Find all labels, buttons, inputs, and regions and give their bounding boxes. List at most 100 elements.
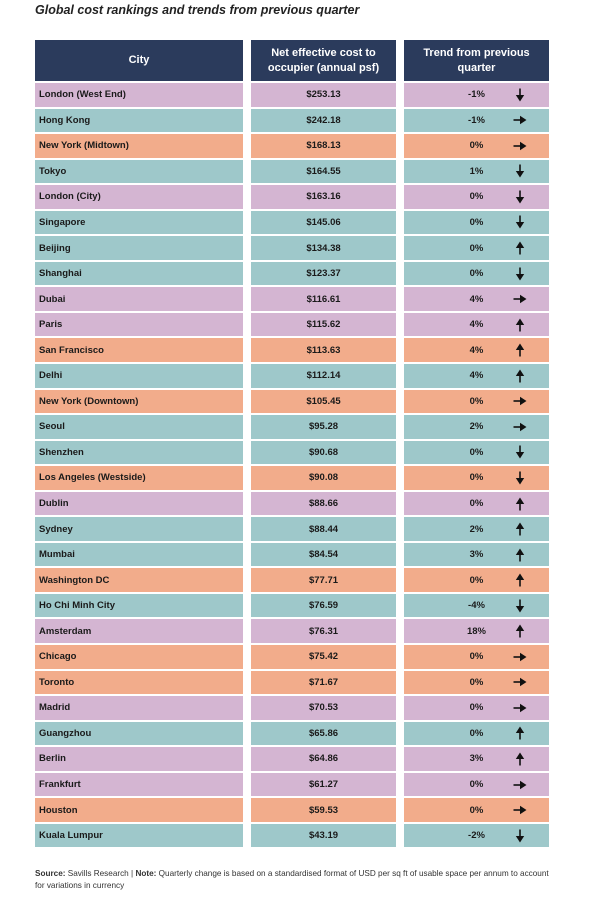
city-cell: London (West End) (35, 83, 243, 107)
cost-cell: $116.61 (251, 287, 396, 311)
city-cell: Frankfurt (35, 772, 243, 797)
arrow-down-icon (513, 215, 527, 229)
cost-cell: $253.13 (251, 83, 396, 107)
table-row: Tokyo $164.55 1% (0, 159, 595, 184)
note-text: Quarterly change is based on a standardi… (35, 869, 549, 890)
arrow-flat-icon (513, 675, 527, 689)
trend-cell: 0% (404, 798, 549, 822)
trend-cell: 3% (404, 747, 549, 771)
change-value: 3% (469, 753, 484, 765)
arrow-down-icon (513, 267, 527, 281)
cost-cell: $76.31 (251, 619, 396, 643)
change-value: 0% (469, 702, 484, 714)
cost-cell: $88.66 (251, 491, 396, 516)
cost-cell: $71.67 (251, 670, 396, 695)
trend-cell: 0% (404, 440, 549, 465)
city-cell: Los Angeles (Westside) (35, 466, 243, 490)
header-cost: Net effective cost to occupier (annual p… (251, 40, 396, 81)
table-row: Chicago $75.42 0% (0, 645, 595, 669)
cost-cell: $59.53 (251, 798, 396, 822)
change-value: 3% (469, 549, 484, 561)
arrow-up-icon (513, 548, 527, 562)
arrow-flat-icon (513, 803, 527, 817)
city-cell: New York (Midtown) (35, 134, 243, 158)
change-value: 0% (469, 804, 484, 816)
table-row: Kuala Lumpur $43.19 -2% (0, 823, 595, 848)
trend-cell: 0% (404, 134, 549, 158)
city-cell: Madrid (35, 696, 243, 720)
trend-cell: -1% (404, 83, 549, 107)
cost-cell: $242.18 (251, 108, 396, 133)
cost-cell: $61.27 (251, 772, 396, 797)
change-value: 0% (469, 574, 484, 586)
table-row: Dubai $116.61 4% (0, 287, 595, 311)
arrow-flat-icon (513, 701, 527, 715)
arrow-flat-icon (513, 394, 527, 408)
city-cell: Seoul (35, 415, 243, 439)
footer-note: Source: Savills Research | Note: Quarter… (35, 868, 555, 892)
cost-cell: $64.86 (251, 747, 396, 771)
table-row: Mumbai $84.54 3% (0, 542, 595, 567)
trend-cell: 0% (404, 491, 549, 516)
trend-cell: 4% (404, 312, 549, 337)
change-value: 4% (469, 344, 484, 356)
cost-cell: $75.42 (251, 645, 396, 669)
cost-cell: $164.55 (251, 159, 396, 184)
city-cell: Dublin (35, 491, 243, 516)
arrow-up-icon (513, 726, 527, 740)
arrow-up-icon (513, 624, 527, 638)
arrow-up-icon (513, 318, 527, 332)
arrow-up-icon (513, 241, 527, 255)
cost-cell: $65.86 (251, 721, 396, 746)
city-cell: Tokyo (35, 159, 243, 184)
arrow-flat-icon (513, 778, 527, 792)
cost-cell: $105.45 (251, 389, 396, 414)
change-value: 0% (469, 446, 484, 458)
arrow-up-icon (513, 752, 527, 766)
arrow-flat-icon (513, 139, 527, 153)
trend-cell: -1% (404, 108, 549, 133)
trend-cell: 0% (404, 721, 549, 746)
change-value: 0% (469, 651, 484, 663)
arrow-up-icon (513, 343, 527, 357)
source-text: Savills Research (67, 869, 129, 878)
header-trend: Trend from previous quarter (404, 40, 549, 81)
table-row: Dublin $88.66 0% (0, 491, 595, 516)
table-row: Shanghai $123.37 0% (0, 261, 595, 286)
trend-cell: 4% (404, 287, 549, 311)
cost-cell: $145.06 (251, 210, 396, 235)
trend-cell: 0% (404, 210, 549, 235)
table-row: London (City) $163.16 0% (0, 185, 595, 209)
change-value: 0% (469, 676, 484, 688)
city-cell: Paris (35, 312, 243, 337)
cost-cell: $113.63 (251, 338, 396, 362)
cost-cell: $76.59 (251, 593, 396, 618)
change-value: 4% (469, 370, 484, 382)
city-cell: Mumbai (35, 542, 243, 567)
arrow-up-icon (513, 522, 527, 536)
table-row: New York (Downtown) $105.45 0% (0, 389, 595, 414)
city-cell: Shanghai (35, 261, 243, 286)
cost-cell: $90.08 (251, 466, 396, 490)
city-cell: Amsterdam (35, 619, 243, 643)
trend-cell: 4% (404, 338, 549, 362)
chart-title: Global cost rankings and trends from pre… (35, 3, 360, 17)
city-cell: Washington DC (35, 568, 243, 592)
trend-cell: 18% (404, 619, 549, 643)
change-value: 0% (469, 191, 484, 203)
table-row: Washington DC $77.71 0% (0, 568, 595, 592)
cost-cell: $90.68 (251, 440, 396, 465)
trend-cell: 0% (404, 645, 549, 669)
change-value: -4% (468, 600, 485, 612)
arrow-down-icon (513, 829, 527, 843)
separator: | (131, 869, 134, 878)
change-value: 0% (469, 268, 484, 280)
city-cell: Kuala Lumpur (35, 823, 243, 848)
change-value: 0% (469, 395, 484, 407)
table-row: New York (Midtown) $168.13 0% (0, 134, 595, 158)
cost-cell: $84.54 (251, 542, 396, 567)
cost-cell: $95.28 (251, 415, 396, 439)
city-cell: Chicago (35, 645, 243, 669)
change-value: 18% (466, 625, 486, 637)
cost-cell: $168.13 (251, 134, 396, 158)
